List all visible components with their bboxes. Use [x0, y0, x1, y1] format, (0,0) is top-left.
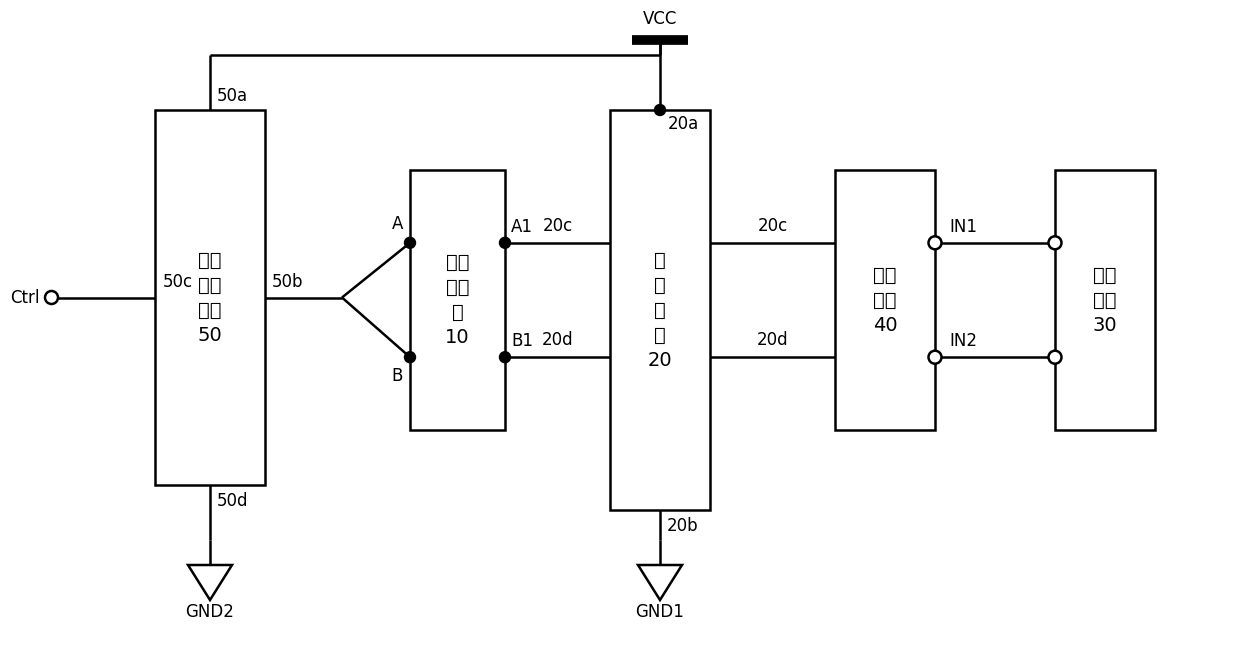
Circle shape [500, 237, 511, 249]
Text: VCC: VCC [642, 10, 677, 28]
Circle shape [45, 291, 58, 304]
Text: 分
压
单
元
20: 分 压 单 元 20 [647, 251, 672, 369]
Text: GND1: GND1 [636, 603, 684, 621]
Text: IN2: IN2 [949, 332, 977, 350]
Text: 20c: 20c [542, 217, 573, 234]
Bar [155, 110, 265, 485]
Text: 20a: 20a [668, 115, 699, 133]
Circle shape [1049, 350, 1061, 364]
Text: 50d: 50d [217, 492, 248, 510]
Text: 50b: 50b [272, 273, 304, 291]
Text: 故障
定位
模块
50: 故障 定位 模块 50 [197, 251, 222, 344]
Text: Ctrl: Ctrl [10, 289, 40, 306]
Circle shape [929, 350, 941, 364]
Text: A1: A1 [511, 218, 533, 236]
Text: 50a: 50a [217, 87, 248, 105]
Circle shape [929, 237, 941, 249]
Bar [1055, 170, 1154, 430]
Text: 20c: 20c [758, 217, 787, 234]
Text: B1: B1 [511, 332, 533, 350]
Text: 20b: 20b [667, 517, 698, 535]
Circle shape [655, 105, 666, 115]
Bar [410, 170, 505, 430]
Text: GND2: GND2 [186, 603, 234, 621]
Text: B: B [392, 367, 403, 385]
Text: 控制
单元
30: 控制 单元 30 [1092, 265, 1117, 334]
Circle shape [404, 237, 415, 249]
Bar [610, 110, 711, 510]
Circle shape [1049, 237, 1061, 249]
Text: 输出
单元
40: 输出 单元 40 [873, 265, 898, 334]
Text: 50c: 50c [162, 273, 193, 291]
Bar [835, 170, 935, 430]
Text: 高压
接插
件
10: 高压 接插 件 10 [445, 253, 470, 347]
Text: 20d: 20d [756, 331, 789, 349]
Circle shape [500, 352, 511, 362]
Text: IN1: IN1 [949, 218, 977, 236]
Text: A: A [392, 215, 403, 232]
Circle shape [404, 352, 415, 362]
Text: 20d: 20d [542, 331, 573, 349]
